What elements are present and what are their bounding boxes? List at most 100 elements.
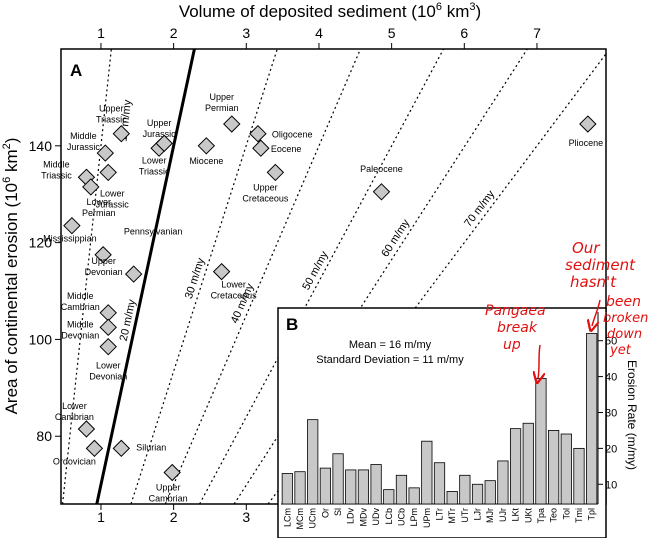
point-upper-cretaceous bbox=[266, 163, 285, 182]
point-label-lower-jurassic: Lower Jurassic bbox=[96, 188, 130, 209]
note-pangaea: Pangaea bbox=[485, 303, 546, 319]
bar-Tpa bbox=[535, 377, 547, 505]
rate-label-50: 50 m/my bbox=[300, 249, 331, 292]
note-right-arrow bbox=[592, 299, 601, 326]
bar-label-MJr: MJr bbox=[485, 508, 495, 523]
bar-MCm bbox=[294, 471, 306, 505]
bottom-tick-label-3: 3 bbox=[242, 509, 250, 525]
note-down: down bbox=[607, 327, 642, 342]
point-label-upper-permian: Upper Permian bbox=[205, 92, 239, 113]
note-break: break bbox=[497, 320, 538, 336]
point-label-upper-devonian: Upper Devonian bbox=[85, 256, 123, 277]
bar-label-Teo: Teo bbox=[549, 508, 559, 523]
point-oligocene bbox=[249, 125, 267, 143]
point-label-paleocene: Paleocene bbox=[360, 164, 403, 174]
bar-label-Tpa: Tpa bbox=[536, 508, 546, 524]
bar-label-Tmi: Tmi bbox=[574, 508, 584, 523]
bar-label-LKt: LKt bbox=[511, 508, 521, 522]
point-label-middle-triassic: Middle Triassic bbox=[41, 159, 72, 180]
mean-annotation: Mean = 16 m/my bbox=[349, 339, 432, 351]
panel-b-tick-label-20: 20 bbox=[605, 443, 617, 455]
point-label-eocene: Eocene bbox=[271, 144, 302, 154]
left-tick-label-80: 80 bbox=[36, 428, 52, 444]
bar-label-LCm: LCm bbox=[282, 508, 292, 527]
point-label-lower-devonian: Lower Devonian bbox=[89, 361, 127, 382]
point-label-lower-triassic: Lower Triassic bbox=[139, 155, 170, 176]
point-label-silurian: Silurian bbox=[136, 442, 166, 452]
top-tick-label-7: 7 bbox=[533, 25, 541, 41]
bar-label-UPm: UPm bbox=[422, 508, 432, 528]
note-yet: yet bbox=[609, 343, 632, 358]
bar-UJr bbox=[497, 460, 509, 505]
point-eocene bbox=[252, 139, 270, 157]
bar-label-LDv: LDv bbox=[346, 508, 356, 525]
point-lower-cambrian bbox=[77, 420, 96, 438]
rate-line-10 bbox=[61, 49, 112, 504]
point-label-pliocene: Pliocene bbox=[569, 138, 604, 148]
point-upper-permian bbox=[223, 115, 241, 133]
note-been: been bbox=[606, 294, 641, 310]
bar-LPm bbox=[408, 487, 420, 505]
bar-label-LPm: LPm bbox=[409, 508, 419, 527]
sd-annotation: Standard Deviation = 11 m/my bbox=[316, 354, 464, 366]
panel-b-tick-label-10: 10 bbox=[605, 479, 617, 491]
bar-label-Or: Or bbox=[320, 508, 330, 518]
bar-label-LTr: LTr bbox=[435, 508, 445, 521]
left-tick-label-120: 120 bbox=[29, 235, 53, 251]
point-lower-permian bbox=[82, 178, 100, 196]
bar-LCb bbox=[383, 489, 395, 505]
top-tick-label-4: 4 bbox=[315, 25, 323, 41]
top-tick-label-1: 1 bbox=[97, 25, 105, 41]
rate-label-70: 70 m/my bbox=[462, 188, 497, 229]
bar-label-LJr: LJr bbox=[473, 508, 483, 521]
note-hasnt: hasn't bbox=[570, 273, 617, 291]
point-label-lower-cretaceous: Lower Cretaceous bbox=[211, 280, 258, 301]
point-lower-devonian bbox=[99, 337, 117, 356]
bar-label-Tol: Tol bbox=[561, 508, 571, 520]
point-label-middle-jurassic: Middle Jurassic bbox=[67, 131, 101, 152]
point-label-pennsylvanian: Pennsylvanian bbox=[124, 227, 183, 237]
top-tick-label-6: 6 bbox=[460, 25, 468, 41]
bar-LJr bbox=[471, 483, 484, 505]
bar-label-UKt: UKt bbox=[523, 508, 533, 524]
left-tick-label-100: 100 bbox=[29, 331, 53, 347]
bar-UCb bbox=[395, 474, 408, 505]
point-label-middle-cambrian: Middle Cambrian bbox=[61, 291, 100, 312]
point-label-upper-cambrian: Upper Cambrian bbox=[149, 483, 188, 504]
point-middle-jurassic bbox=[96, 144, 115, 162]
point-label-miocene: Miocene bbox=[189, 156, 223, 166]
bar-label-UCb: UCb bbox=[396, 508, 406, 526]
panel-b-tick-label-40: 40 bbox=[605, 372, 617, 384]
point-lower-jurassic bbox=[99, 163, 117, 182]
point-label-lower-cambrian: Lower Cambrian bbox=[55, 401, 94, 422]
point-pliocene bbox=[579, 115, 597, 133]
bar-Tol bbox=[560, 433, 572, 505]
top-tick-label-5: 5 bbox=[388, 25, 396, 41]
point-label-lower-permian: Lower Permian bbox=[82, 197, 116, 218]
panel-b-letter: B bbox=[286, 315, 298, 334]
point-label-mississippian: Mississippian bbox=[43, 234, 97, 244]
top-tick-label-2: 2 bbox=[170, 25, 178, 41]
point-lower-triassic bbox=[155, 134, 173, 153]
point-middle-cambrian bbox=[99, 304, 117, 322]
bar-Tpl bbox=[586, 333, 598, 505]
bar-UPm bbox=[421, 440, 433, 505]
point-label-upper-cretaceous: Upper Cretaceous bbox=[242, 182, 289, 203]
note-pangaea-arrow bbox=[538, 344, 540, 378]
bar-Sl bbox=[332, 453, 344, 505]
bar-UDv bbox=[370, 464, 382, 505]
panel-a-letter: A bbox=[70, 61, 82, 80]
point-label-upper-triassic: Upper Triassic bbox=[96, 104, 127, 125]
rate-label-30: 30 m/my bbox=[183, 256, 207, 300]
bar-label-MTr: MTr bbox=[447, 508, 457, 524]
panel-b-tick-label-30: 30 bbox=[605, 407, 617, 419]
point-lower-cretaceous bbox=[212, 262, 231, 281]
bar-LKt bbox=[509, 428, 522, 505]
bar-label-UJr: UJr bbox=[498, 508, 508, 522]
point-pennsylvanian bbox=[94, 246, 112, 264]
bar-MJr bbox=[484, 480, 496, 505]
rate-label-60: 60 m/my bbox=[379, 217, 412, 259]
point-ordovician bbox=[85, 439, 104, 458]
top-tick-label-3: 3 bbox=[242, 25, 250, 41]
